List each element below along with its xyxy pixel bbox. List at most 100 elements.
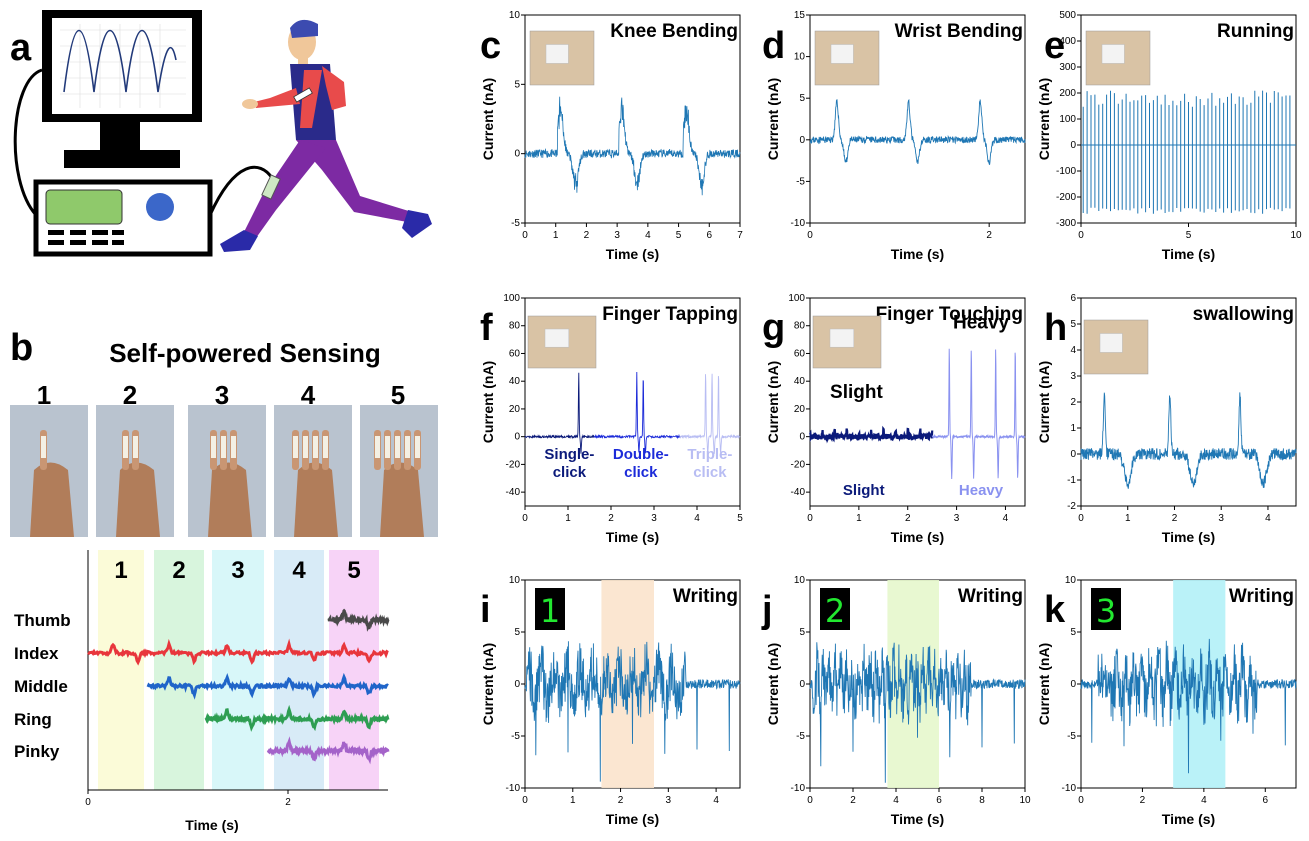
x-tick-label: 5 bbox=[676, 230, 682, 241]
signal-line bbox=[524, 96, 741, 196]
panel-letter-k: k bbox=[1044, 589, 1066, 631]
y-tick-label: -10 bbox=[1062, 783, 1077, 794]
x-tick-label: 2 bbox=[608, 513, 614, 524]
y-tick-label: 100 bbox=[503, 293, 520, 304]
y-axis-label: Current (nA) bbox=[765, 643, 781, 725]
x-tick-label: 1 bbox=[1125, 513, 1131, 524]
label-slight-top: Slight bbox=[830, 382, 883, 403]
band-label: 1 bbox=[114, 557, 127, 584]
y-tick-label: 3 bbox=[1070, 371, 1076, 382]
y-tick-label: -10 bbox=[506, 783, 521, 794]
x-tick-label: 0 bbox=[1078, 230, 1084, 241]
chart-j: 0 2 4 6 8 10 -10 -5 0 5 10 Time (s) Current (nA) Writ… bbox=[761, 575, 1031, 827]
y-tick-label: 0 bbox=[799, 135, 805, 146]
panel-letter-j: j bbox=[761, 589, 773, 631]
plot-frame bbox=[524, 297, 741, 507]
y-tick-label: 0 bbox=[1070, 140, 1076, 151]
hand-shape bbox=[116, 462, 160, 537]
x-tick-label: 3 bbox=[666, 795, 672, 806]
finger-sensor bbox=[313, 436, 318, 458]
y-tick-label: 60 bbox=[794, 348, 806, 359]
y-tick-label: 80 bbox=[509, 321, 521, 332]
x-tick-label: 3 bbox=[954, 513, 960, 524]
y-tick-label: 300 bbox=[1059, 62, 1076, 73]
y-tick-label: 500 bbox=[1059, 10, 1076, 21]
band-label: 2 bbox=[172, 557, 185, 584]
plot-frame bbox=[809, 14, 1026, 224]
signal-peaks bbox=[1082, 90, 1291, 214]
x-tick-label: 3 bbox=[614, 230, 620, 241]
signal-line bbox=[809, 98, 1026, 166]
y-tick-label: -5 bbox=[796, 176, 805, 187]
y-tick-label: 40 bbox=[794, 376, 806, 387]
y-tick-label: 20 bbox=[509, 404, 521, 415]
series-label-thumb: Thumb bbox=[14, 611, 71, 630]
chart-title: swallowing bbox=[1193, 304, 1294, 325]
sensor-patch bbox=[829, 328, 855, 348]
digit-glyph-box bbox=[1091, 588, 1121, 630]
y-tick-label: 10 bbox=[509, 10, 521, 21]
monitor-sine-wave bbox=[63, 29, 177, 93]
y-tick-label: 1 bbox=[1070, 423, 1076, 434]
y-tick-label: 5 bbox=[1070, 627, 1076, 638]
y-axis-label: Current (nA) bbox=[480, 361, 496, 443]
panel-letter-i: i bbox=[480, 589, 491, 631]
x-tick-label: 4 bbox=[1003, 513, 1009, 524]
digit-glyph: 1 bbox=[540, 592, 560, 630]
series-label-index: Index bbox=[14, 644, 59, 663]
chart-title: Finger Touching bbox=[876, 304, 1023, 325]
y-tick-label: 0 bbox=[799, 679, 805, 690]
y-tick-label: 60 bbox=[509, 348, 521, 359]
chart-title: Writing bbox=[673, 586, 738, 607]
finger-sensor bbox=[375, 436, 380, 458]
panel-a-illustration: a bbox=[10, 10, 432, 257]
x-tick-label: 0 bbox=[807, 230, 813, 241]
chart-e: 0 5 10 -300 -200 -100 0 100 200 300 400 500 Time (s)… bbox=[1036, 10, 1302, 262]
x-tick-label: 8 bbox=[979, 795, 985, 806]
digit-glyph-box bbox=[820, 588, 850, 630]
y-tick-label: -10 bbox=[791, 783, 806, 794]
label-heavy-top: Heavy bbox=[953, 313, 1009, 334]
series-line-pinky bbox=[266, 736, 390, 765]
x-tick-label: 0 bbox=[807, 513, 813, 524]
y-tick-label: 4 bbox=[1070, 345, 1076, 356]
y-tick-label: -20 bbox=[791, 459, 806, 470]
y-tick-label: -5 bbox=[1067, 731, 1076, 742]
x-tick-label: 6 bbox=[936, 795, 942, 806]
x-axis-label: Time (s) bbox=[891, 529, 944, 545]
plot-frame bbox=[524, 14, 741, 224]
y-tick-label: 10 bbox=[1065, 575, 1077, 586]
signal-segment bbox=[524, 372, 595, 454]
digit-glyph: 2 bbox=[825, 592, 845, 630]
x-tick-label: 0 bbox=[522, 513, 528, 524]
x-tick-label: 4 bbox=[694, 513, 700, 524]
y-tick-label: 100 bbox=[788, 293, 805, 304]
x-tick-label: 1 bbox=[565, 513, 571, 524]
y-tick-label: -1 bbox=[1067, 475, 1076, 486]
y-axis-label: Current (nA) bbox=[1036, 643, 1052, 725]
y-tick-label: 5 bbox=[1070, 319, 1076, 330]
monitor-base bbox=[64, 150, 180, 168]
y-tick-label: 400 bbox=[1059, 36, 1076, 47]
finger-sensor bbox=[395, 436, 400, 458]
chart-i: 0 1 2 3 4 -10 -5 0 5 10 Time (s) Current (nA) Writin… bbox=[480, 575, 741, 827]
hand-photo-number: 1 bbox=[37, 380, 51, 410]
y-axis-label: Current (nA) bbox=[765, 361, 781, 443]
instrument-buttons bbox=[48, 230, 124, 245]
monitor-grid bbox=[60, 24, 186, 108]
series-line-ring bbox=[204, 704, 390, 732]
x-axis-label: Time (s) bbox=[1162, 811, 1215, 827]
segment-label: Double- bbox=[613, 446, 669, 463]
panel-letter-h: h bbox=[1044, 307, 1067, 349]
segment-label: click bbox=[624, 464, 658, 481]
x-tick-label: 4 bbox=[713, 795, 719, 806]
signal-segment bbox=[593, 371, 681, 453]
y-tick-label: 0 bbox=[514, 432, 520, 443]
finger-band bbox=[154, 550, 204, 790]
x-tick-label: 10 bbox=[1019, 795, 1031, 806]
segment-label: click bbox=[693, 464, 727, 481]
panel-letter-g: g bbox=[762, 307, 785, 349]
series-line-middle bbox=[146, 672, 389, 700]
x-tick-label: 3 bbox=[1218, 513, 1224, 524]
